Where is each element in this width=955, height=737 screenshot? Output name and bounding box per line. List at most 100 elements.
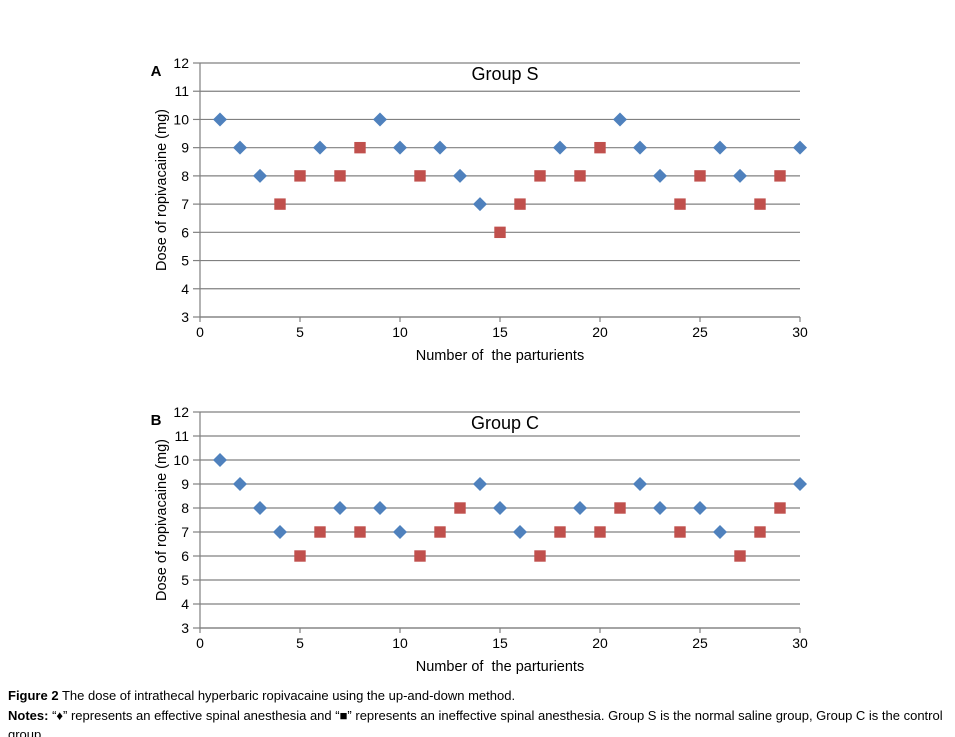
y-tick-label: 11 [174,428,189,444]
data-point-ineffective [754,526,766,538]
data-point-effective [233,140,247,155]
data-point-ineffective [774,502,786,514]
x-tick-label: 15 [492,635,508,651]
data-point-effective [373,112,387,127]
y-tick-label: 7 [181,196,189,212]
y-tick-label: 12 [173,404,189,420]
data-point-ineffective [294,550,306,562]
data-point-effective [453,168,467,183]
data-point-ineffective [314,526,326,538]
data-point-ineffective [674,198,686,210]
caption-line-figure: Figure 2 The dose of intrathecal hyperba… [8,686,952,706]
data-point-ineffective [574,170,586,182]
data-point-effective [473,477,487,491]
data-point-effective [253,168,267,183]
data-point-effective [373,501,387,515]
data-point-ineffective [334,170,346,182]
y-tick-label: 3 [181,309,189,325]
series-diamond [213,453,807,539]
data-point-ineffective [354,526,366,538]
data-point-ineffective [414,550,426,562]
data-point-ineffective [494,226,506,239]
data-point-ineffective [754,198,766,210]
figure-caption-text: The dose of intrathecal hyperbaric ropiv… [61,688,516,703]
data-point-ineffective [534,170,546,182]
x-tick-label: 20 [592,324,608,340]
data-point-effective [393,140,407,155]
x-tick-label: 20 [592,635,608,651]
data-point-effective [213,112,227,127]
y-tick-label: 11 [174,83,189,99]
data-point-effective [513,525,527,539]
data-point-ineffective [274,198,286,210]
x-tick-label: 15 [492,324,508,340]
y-tick-label: 6 [181,224,189,240]
data-point-effective [613,112,627,127]
y-tick-label: 6 [181,548,189,564]
y-tick-label: 5 [181,253,189,269]
x-tick-label: 25 [692,324,708,340]
series-square [294,502,786,562]
chart-title: Group S [471,64,538,84]
data-point-effective [733,168,747,183]
x-tick-label: 30 [792,635,808,651]
x-tick-label: 30 [792,324,808,340]
data-point-effective [233,477,247,491]
y-tick-label: 9 [181,476,189,492]
x-axis-title: Number of the parturients [416,659,584,675]
y-axis-title: Dose of ropivacaine (mg) [154,109,170,271]
y-tick-label: 3 [181,620,189,636]
data-point-effective [633,477,647,491]
figure-caption: Figure 2 The dose of intrathecal hyperba… [8,686,952,737]
y-tick-label: 10 [173,452,189,468]
data-point-effective [573,501,587,515]
data-point-ineffective [534,550,546,562]
y-axis-title: Dose of ropivacaine (mg) [154,439,170,601]
notes-text: “♦” represents an effective spinal anest… [8,707,943,737]
series-diamond [213,112,807,212]
panel-label: A [151,63,162,80]
data-point-effective [553,140,567,155]
caption-line-notes: Notes: “♦” represents an effective spina… [8,706,952,737]
data-point-ineffective [514,198,526,210]
y-tick-label: 4 [181,596,189,612]
data-point-effective [793,477,807,491]
data-point-effective [333,501,347,515]
data-point-ineffective [414,170,426,182]
figure-label: Figure 2 [8,688,59,703]
y-tick-label: 8 [181,500,189,516]
data-point-ineffective [614,502,626,514]
x-tick-label: 10 [392,324,408,340]
chart-title: Group C [471,413,539,433]
data-point-effective [473,197,487,212]
data-point-effective [653,501,667,515]
data-point-effective [213,453,227,467]
data-point-ineffective [294,170,306,182]
data-point-effective [633,140,647,155]
data-point-ineffective [734,550,746,562]
x-tick-label: 10 [392,635,408,651]
y-tick-label: 7 [181,524,189,540]
data-point-ineffective [694,170,706,182]
chart-panel-b: 3 4 5 6 7 8 9 10 11 12 0 5 10 15 20 25 30 Group C B Number … [151,404,808,675]
y-tick-label: 4 [181,281,189,297]
y-tick-label: 10 [173,111,189,127]
data-point-effective [653,168,667,183]
x-tick-label: 5 [296,635,304,651]
data-point-ineffective [594,141,606,154]
chart-panel-a: 3 4 5 6 7 8 9 10 11 12 0 5 10 15 20 25 30 Group S A Number … [151,55,808,364]
y-tick-label: 12 [173,55,189,71]
data-point-ineffective [594,526,606,538]
x-tick-label: 5 [296,324,304,340]
x-axis-title: Number of the parturients [416,348,584,364]
data-point-effective [713,140,727,155]
x-tick-label: 25 [692,635,708,651]
data-point-effective [273,525,287,539]
data-point-ineffective [454,502,466,514]
data-point-ineffective [554,526,566,538]
data-point-ineffective [674,526,686,538]
data-point-effective [433,140,447,155]
data-point-effective [693,501,707,515]
y-tick-label: 9 [181,140,189,156]
